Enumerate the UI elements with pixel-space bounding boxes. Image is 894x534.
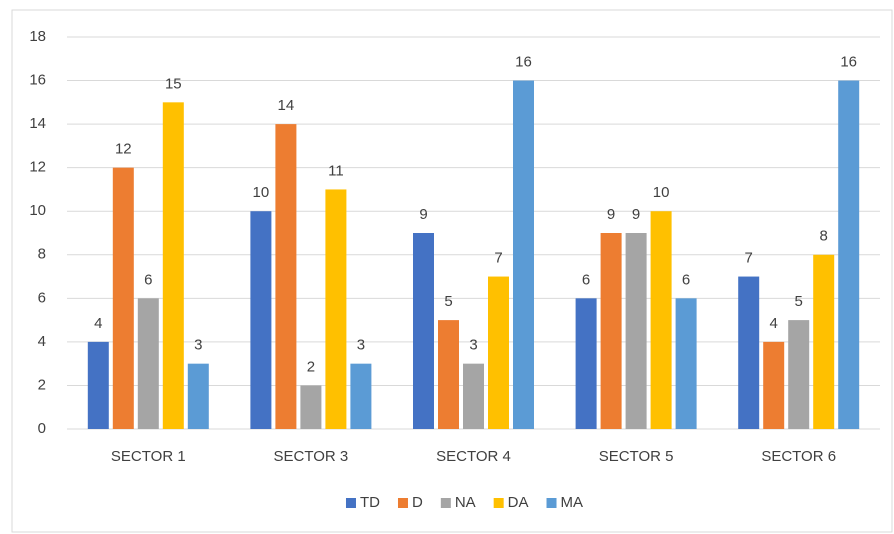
legend-label: D: [412, 494, 423, 511]
bar: [350, 363, 372, 429]
legend-swatch: [493, 498, 504, 508]
bar: [575, 298, 597, 429]
bar: [162, 102, 184, 429]
data-label: 4: [770, 315, 778, 332]
bar: [87, 341, 109, 429]
bar: [112, 167, 134, 429]
bar: [625, 233, 647, 429]
bar: [600, 233, 622, 429]
x-tick-label: SECTOR 3: [274, 448, 349, 465]
legend-label: MA: [561, 494, 584, 511]
data-label: 6: [144, 271, 152, 288]
data-label: 12: [115, 141, 132, 158]
data-label: 16: [515, 54, 532, 71]
bar: [838, 80, 860, 430]
data-label: 10: [653, 184, 670, 201]
x-tick-label: SECTOR 1: [111, 448, 186, 465]
bar: [275, 124, 297, 429]
data-label: 6: [682, 271, 690, 288]
legend-swatch: [397, 498, 408, 508]
y-tick-label: 0: [38, 420, 46, 437]
bar: [488, 276, 509, 429]
data-label: 2: [307, 358, 315, 375]
data-label: 3: [194, 337, 202, 354]
data-label: 6: [582, 271, 590, 288]
data-label: 5: [444, 293, 452, 310]
chart-frame: [11, 9, 893, 533]
x-tick-label: SECTOR 4: [436, 448, 511, 465]
data-label: 3: [357, 337, 365, 354]
x-tick-label: SECTOR 5: [599, 448, 674, 465]
data-label: 14: [278, 97, 295, 114]
data-label: 10: [253, 184, 270, 201]
legend-swatch: [546, 498, 557, 508]
y-tick-label: 8: [38, 246, 46, 263]
legend-swatch: [440, 498, 451, 508]
bar: [813, 254, 835, 429]
data-label: 3: [469, 337, 477, 354]
bar: [650, 211, 672, 429]
data-label: 8: [820, 228, 828, 245]
y-tick-label: 2: [38, 376, 46, 393]
bar: [675, 298, 697, 429]
data-label: 9: [607, 206, 615, 223]
legend-swatch: [345, 498, 356, 508]
bar: [413, 233, 434, 429]
bar: [788, 320, 810, 429]
bar: [250, 211, 272, 429]
legend-label: DA: [508, 494, 529, 511]
bar: [513, 80, 534, 430]
data-label: 15: [165, 75, 182, 92]
data-label: 9: [632, 206, 640, 223]
y-tick-label: 16: [29, 72, 46, 89]
y-tick-label: 6: [38, 289, 46, 306]
data-label: 4: [94, 315, 102, 332]
bar: [325, 189, 347, 429]
bar: [463, 363, 484, 429]
legend-label: NA: [455, 494, 476, 511]
bar: [300, 385, 322, 429]
legend-label: TD: [360, 494, 380, 511]
bar: [738, 276, 760, 429]
data-label: 16: [840, 54, 857, 71]
data-label: 5: [795, 293, 803, 310]
bar: [763, 341, 785, 429]
data-label: 7: [494, 250, 502, 267]
bar: [438, 320, 459, 429]
data-label: 7: [745, 250, 753, 267]
y-tick-label: 14: [29, 115, 46, 132]
bar: [137, 298, 159, 429]
y-tick-label: 4: [38, 333, 46, 350]
data-label: 9: [419, 206, 427, 223]
y-tick-label: 10: [29, 202, 46, 219]
y-tick-label: 18: [29, 28, 46, 45]
x-tick-label: SECTOR 6: [761, 448, 836, 465]
data-label: 11: [328, 162, 344, 179]
bar: [187, 363, 209, 429]
y-tick-label: 12: [29, 159, 46, 176]
